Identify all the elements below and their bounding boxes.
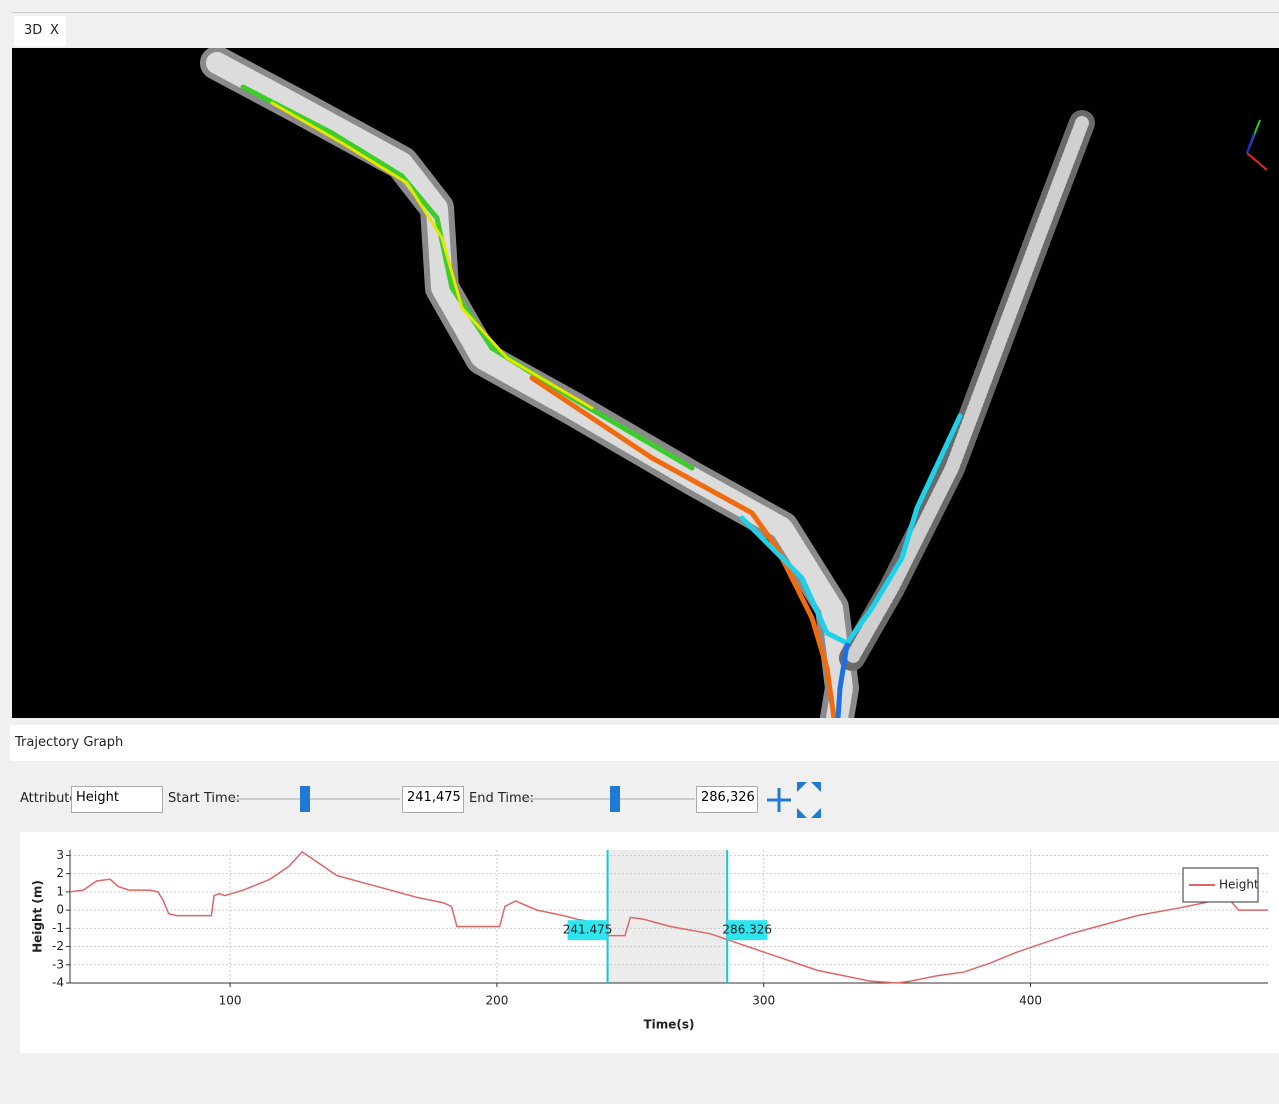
tab-bar xyxy=(12,12,1279,49)
viewport-background xyxy=(12,48,1279,718)
y-tick-label: 0 xyxy=(56,903,64,917)
y-tick-label: 1 xyxy=(56,884,64,898)
x-tick-label: 200 xyxy=(485,994,508,1008)
end-time-spinbox[interactable]: 286,326 xyxy=(696,786,758,813)
tab-close[interactable]: X xyxy=(50,23,59,38)
y-tick-label: -3 xyxy=(52,957,64,971)
y-axis-title: Height (m) xyxy=(31,880,45,953)
add-button[interactable] xyxy=(767,788,791,812)
toolbar-buttons xyxy=(766,782,826,818)
x-tick-label: 300 xyxy=(752,994,775,1008)
panel-title: Trajectory Graph xyxy=(15,735,123,750)
end-slider-handle[interactable] xyxy=(610,786,620,812)
start-slider-handle[interactable] xyxy=(300,786,310,812)
y-tick-label: -4 xyxy=(52,976,64,990)
trajectory-chart: 3 2 1 0 -1 -2 -3 -4 100 200 300 400 Time(s) Height (m… xyxy=(20,832,1279,1053)
x-axis-title: Time(s) xyxy=(643,1018,694,1032)
selection-band xyxy=(608,850,728,983)
selection-label: 241.475 xyxy=(563,923,613,937)
tab-label[interactable]: 3D xyxy=(24,23,42,38)
panel-header xyxy=(10,725,1279,761)
attribute-dropdown[interactable]: Height xyxy=(71,786,163,813)
fit-button[interactable] xyxy=(797,782,821,818)
x-tick-label: 100 xyxy=(219,994,242,1008)
y-tick-label: 3 xyxy=(56,848,64,862)
legend-label: Height xyxy=(1219,878,1259,892)
x-tick-label: 400 xyxy=(1019,994,1042,1008)
3d-view xyxy=(12,48,1279,718)
y-tick-label: -2 xyxy=(52,939,64,953)
y-tick-label: 2 xyxy=(56,866,64,880)
start-slider[interactable] xyxy=(230,798,400,800)
selection-label: 286.326 xyxy=(722,923,772,937)
start-time-spinbox[interactable]: 241,475 xyxy=(402,786,464,813)
y-tick-label: -1 xyxy=(52,921,64,935)
app-window: 3D X Trajectory Graph Attribute: Height … xyxy=(0,0,1279,1104)
